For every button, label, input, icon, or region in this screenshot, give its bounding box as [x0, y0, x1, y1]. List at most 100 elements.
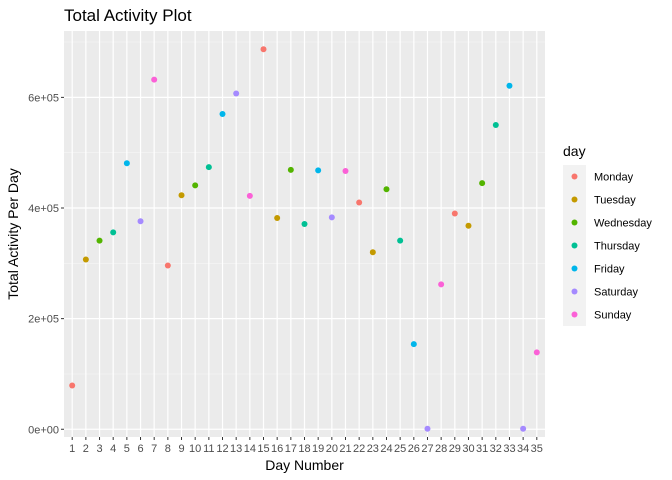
- y-tick-label: 0e+00: [28, 424, 59, 436]
- data-point: [151, 76, 158, 83]
- x-tick-label: 2: [83, 443, 89, 455]
- data-point: [205, 164, 212, 171]
- legend-title: day: [563, 143, 586, 159]
- data-point: [356, 199, 363, 206]
- x-axis-ticks: 1 2 3 4 5 6 7 8 9 10 11 12 13 14 15 16 17 18 19 20 21 22 23 24 2…: [69, 437, 543, 455]
- data-point: [82, 256, 89, 263]
- data-point: [533, 349, 540, 356]
- x-tick-label: 18: [298, 443, 310, 455]
- legend-label: Sunday: [594, 310, 632, 322]
- x-tick-label: 32: [490, 443, 502, 455]
- data-point: [438, 281, 445, 288]
- data-point: [479, 180, 486, 187]
- y-axis-title: Total Activity Per Day: [5, 168, 21, 300]
- x-tick-label: 30: [462, 443, 474, 455]
- x-tick-label: 19: [312, 443, 324, 455]
- x-tick-label: 27: [421, 443, 433, 455]
- x-tick-label: 25: [394, 443, 406, 455]
- legend-marker: [571, 265, 578, 272]
- data-point: [96, 237, 103, 244]
- data-point: [246, 192, 253, 199]
- legend-marker: [571, 242, 578, 249]
- data-points: [69, 46, 540, 432]
- data-point: [69, 382, 76, 389]
- data-point: [424, 425, 431, 432]
- y-tick-label: 6e+05: [28, 92, 59, 104]
- legend-label: Friday: [594, 264, 625, 276]
- data-point: [287, 166, 294, 173]
- x-tick-label: 7: [151, 443, 157, 455]
- data-point: [110, 229, 117, 236]
- data-point: [274, 214, 281, 221]
- legend-marker: [571, 288, 578, 295]
- x-tick-label: 26: [408, 443, 420, 455]
- legend-label: Monday: [594, 172, 634, 184]
- data-point: [137, 218, 144, 225]
- x-tick-label: 9: [178, 443, 184, 455]
- x-tick-label: 10: [189, 443, 201, 455]
- y-tick-label: 4e+05: [28, 203, 59, 215]
- x-tick-label: 24: [380, 443, 392, 455]
- data-point: [123, 160, 130, 167]
- x-tick-label: 12: [216, 443, 228, 455]
- data-point: [164, 262, 171, 269]
- data-point: [492, 122, 499, 129]
- legend-label: Thursday: [594, 241, 640, 253]
- data-point: [260, 46, 267, 53]
- major-gridlines: [64, 31, 545, 437]
- x-tick-label: 17: [285, 443, 297, 455]
- data-point: [315, 167, 322, 174]
- x-tick-label: 34: [517, 443, 529, 455]
- legend-marker: [571, 311, 578, 318]
- legend-marker: [571, 219, 578, 226]
- x-tick-label: 15: [257, 443, 269, 455]
- x-tick-label: 31: [476, 443, 488, 455]
- x-tick-label: 21: [339, 443, 351, 455]
- data-point: [233, 90, 240, 97]
- data-point: [301, 221, 308, 228]
- x-tick-label: 13: [230, 443, 242, 455]
- x-tick-label: 28: [435, 443, 447, 455]
- x-tick-label: 11: [203, 443, 214, 455]
- x-tick-label: 16: [271, 443, 283, 455]
- data-point: [178, 192, 185, 199]
- x-tick-label: 35: [531, 443, 543, 455]
- y-tick-label: 2e+05: [28, 314, 59, 326]
- y-axis-ticks: 0e+00 2e+05 4e+05 6e+05: [28, 92, 64, 436]
- x-tick-label: 8: [165, 443, 171, 455]
- x-tick-label: 1: [69, 443, 75, 455]
- data-point: [328, 214, 335, 221]
- legend: day Monday Tuesday Wednesday Thursday Friday…: [563, 143, 652, 326]
- data-point: [369, 249, 376, 256]
- x-tick-label: 22: [353, 443, 365, 455]
- x-tick-label: 33: [503, 443, 515, 455]
- data-point: [342, 167, 349, 174]
- data-point: [410, 341, 417, 348]
- x-tick-label: 5: [124, 443, 130, 455]
- legend-label: Tuesday: [594, 195, 636, 207]
- chart-title: Total Activity Plot: [64, 6, 192, 25]
- data-point: [506, 82, 513, 89]
- data-point: [451, 210, 458, 217]
- legend-marker: [571, 173, 578, 180]
- data-point: [520, 425, 527, 432]
- data-point: [192, 182, 199, 189]
- legend-items: Monday Tuesday Wednesday Thursday Friday Satu…: [563, 165, 652, 326]
- x-tick-label: 6: [137, 443, 143, 455]
- data-point: [219, 110, 226, 117]
- x-tick-label: 23: [367, 443, 379, 455]
- data-point: [465, 222, 472, 229]
- x-tick-label: 29: [449, 443, 461, 455]
- x-tick-label: 3: [96, 443, 102, 455]
- data-point: [397, 237, 404, 244]
- x-tick-label: 4: [110, 443, 116, 455]
- x-tick-label: 20: [326, 443, 338, 455]
- legend-marker: [571, 196, 578, 203]
- x-tick-label: 14: [244, 443, 256, 455]
- data-point: [383, 186, 390, 193]
- x-axis-title: Day Number: [265, 457, 344, 473]
- legend-label: Saturday: [594, 287, 639, 299]
- legend-label: Wednesday: [594, 218, 652, 230]
